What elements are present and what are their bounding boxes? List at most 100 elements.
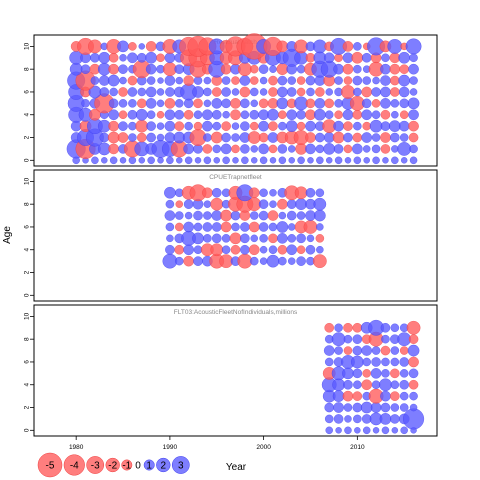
bubble-positive bbox=[314, 108, 326, 121]
bubble-positive bbox=[344, 157, 352, 164]
bubble-positive bbox=[138, 157, 146, 164]
bubble-negative bbox=[249, 76, 259, 85]
bubble-positive bbox=[211, 109, 222, 120]
bubble-positive bbox=[174, 64, 185, 74]
bubble-positive bbox=[156, 133, 165, 142]
bubble-positive bbox=[344, 415, 352, 423]
bubble-negative bbox=[175, 200, 184, 208]
panels: Residual catch0246810CPUETrapnetfleet024… bbox=[24, 33, 438, 437]
bubble-negative bbox=[117, 132, 129, 143]
bubble-positive bbox=[192, 232, 204, 245]
bubble-negative bbox=[193, 98, 203, 109]
bubble-positive bbox=[409, 403, 418, 412]
bubble-positive bbox=[240, 222, 250, 232]
bubble-positive bbox=[398, 86, 410, 98]
bubble-positive bbox=[164, 120, 176, 132]
bubble-positive bbox=[127, 52, 138, 64]
bubble-positive bbox=[306, 87, 315, 97]
bubble-positive bbox=[165, 222, 175, 232]
bubble-positive bbox=[164, 109, 176, 121]
bubble-negative bbox=[305, 98, 316, 109]
bubble-positive bbox=[307, 157, 314, 164]
bubble-negative bbox=[211, 87, 222, 97]
bubble-positive bbox=[202, 109, 213, 121]
bubble-positive bbox=[408, 109, 419, 121]
legend-bubble bbox=[171, 456, 190, 474]
bubble-negative bbox=[312, 254, 327, 269]
bubble-positive bbox=[211, 222, 222, 232]
bubble-positive bbox=[250, 99, 259, 108]
bubble-positive bbox=[296, 256, 306, 266]
bubble-positive bbox=[193, 110, 203, 120]
bubble-positive bbox=[362, 426, 371, 435]
legend-label: 1 bbox=[146, 461, 152, 472]
bubble-positive bbox=[361, 52, 372, 63]
bubble-positive bbox=[372, 76, 380, 85]
bubble-positive bbox=[147, 156, 155, 165]
bubble-positive bbox=[98, 51, 111, 64]
bubble-negative bbox=[145, 41, 157, 52]
bubble-positive bbox=[305, 75, 316, 86]
bubble-positive bbox=[323, 52, 335, 64]
bubble-positive bbox=[352, 368, 363, 379]
bubble-positive bbox=[192, 86, 204, 98]
bubble-positive bbox=[156, 122, 165, 130]
bubble-positive bbox=[202, 222, 213, 232]
bubble-negative bbox=[361, 86, 373, 98]
y-tick-label: 8 bbox=[24, 67, 31, 71]
bubble-positive bbox=[268, 245, 278, 255]
bubble-negative bbox=[108, 52, 119, 63]
bubble-positive bbox=[90, 76, 100, 85]
bubble-positive bbox=[381, 334, 390, 344]
bubble-positive bbox=[278, 121, 287, 131]
y-tick-label: 8 bbox=[24, 202, 31, 206]
bubble-positive bbox=[99, 132, 110, 143]
bubble-positive bbox=[405, 38, 422, 55]
bubble-positive bbox=[286, 244, 298, 256]
bubble-positive bbox=[240, 110, 250, 120]
bubble-negative bbox=[324, 322, 335, 333]
bubble-positive bbox=[334, 156, 343, 165]
bubble-negative bbox=[361, 379, 373, 391]
bubble-positive bbox=[398, 51, 411, 64]
bubble-positive bbox=[305, 143, 316, 155]
bubble-positive bbox=[371, 357, 381, 367]
bubble-negative bbox=[247, 131, 261, 144]
bubble-positive bbox=[380, 63, 391, 75]
bubble-positive bbox=[146, 121, 156, 131]
bubble-positive bbox=[220, 143, 232, 155]
legend-bubble bbox=[105, 457, 120, 473]
bubble-positive bbox=[399, 403, 409, 412]
bubble-positive bbox=[240, 244, 250, 255]
bubble-negative bbox=[406, 320, 421, 335]
bubble-positive bbox=[409, 88, 418, 96]
bubble-positive bbox=[305, 120, 316, 132]
bubble-positive bbox=[334, 323, 343, 333]
bubble-positive bbox=[277, 75, 288, 86]
bubble-positive bbox=[118, 64, 128, 74]
bubble-positive bbox=[258, 143, 269, 155]
bubble-positive bbox=[99, 87, 110, 97]
bubble-negative bbox=[258, 132, 269, 143]
bubble-positive bbox=[221, 234, 231, 243]
bubble-positive bbox=[371, 144, 381, 154]
bubble-positive bbox=[232, 157, 239, 164]
bubble-positive bbox=[343, 334, 353, 344]
bubble-positive bbox=[361, 98, 372, 109]
bubble-negative bbox=[107, 131, 120, 144]
bubble-negative bbox=[135, 119, 149, 133]
bubble-positive bbox=[399, 98, 409, 109]
bubble-positive bbox=[278, 156, 287, 165]
bubble-positive bbox=[221, 245, 231, 255]
bubble-positive bbox=[258, 222, 269, 232]
bubble-positive bbox=[91, 156, 99, 165]
legend-label: 3 bbox=[178, 461, 184, 472]
bubble-positive bbox=[164, 75, 176, 86]
y-axis-label: Age bbox=[2, 226, 13, 244]
bubble-negative bbox=[128, 42, 137, 51]
bubble-positive bbox=[391, 145, 399, 153]
bubble-negative bbox=[183, 255, 194, 267]
bubble-negative bbox=[390, 87, 400, 97]
bubble-positive bbox=[370, 368, 382, 379]
